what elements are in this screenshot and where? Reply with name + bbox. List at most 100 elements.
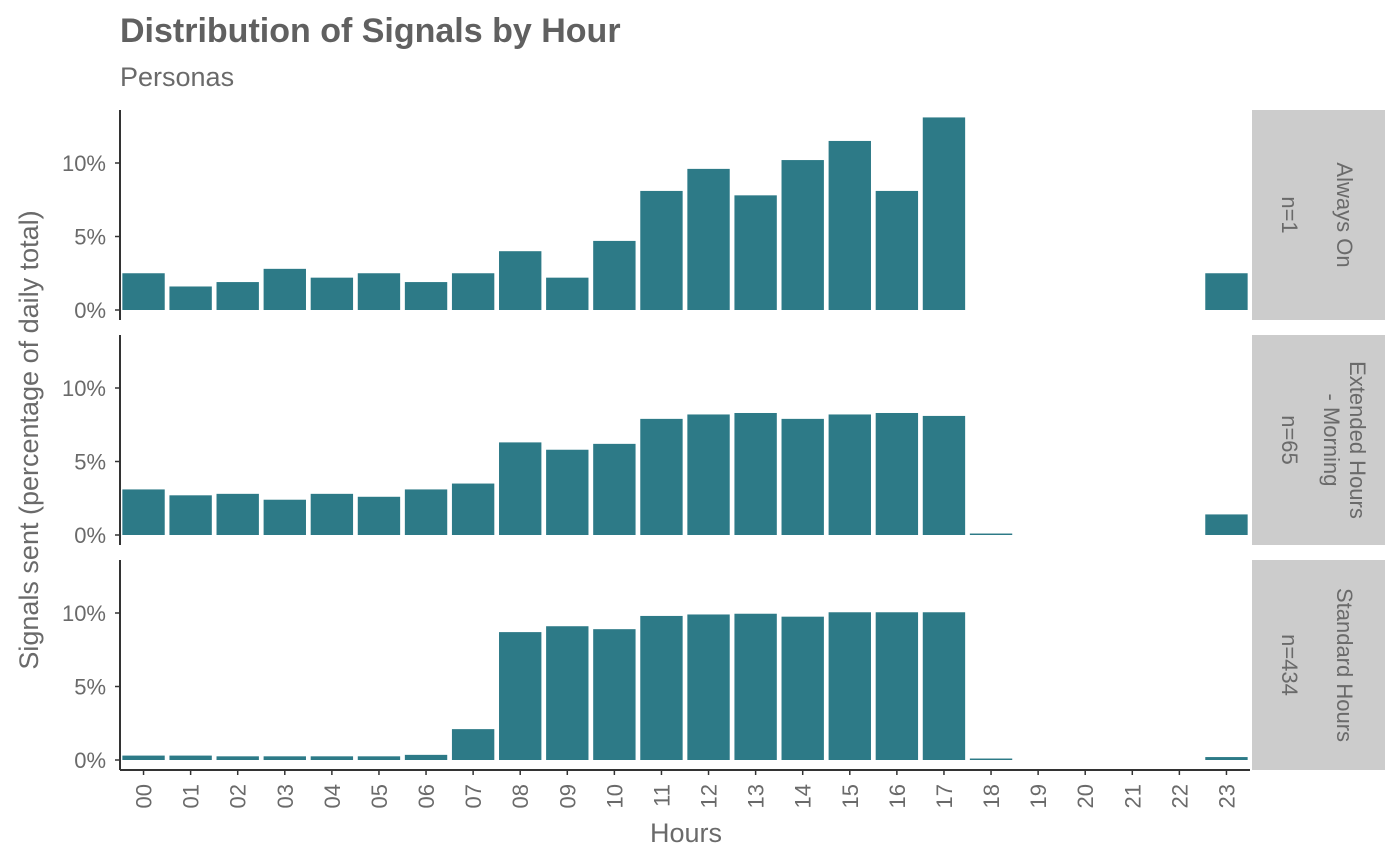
- y-tick-label: 10%: [62, 376, 106, 401]
- x-tick-label: 14: [791, 784, 816, 808]
- x-tick-label: 05: [367, 784, 392, 808]
- bar: [828, 612, 871, 760]
- x-tick-label: 11: [649, 784, 674, 807]
- bar: [169, 495, 212, 535]
- bar: [781, 616, 824, 760]
- bar: [357, 273, 401, 310]
- bar: [593, 240, 636, 310]
- y-axis-title: Signals sent (percentage of daily total): [14, 210, 44, 669]
- x-tick-label: 12: [697, 784, 722, 808]
- bar: [875, 412, 919, 535]
- bar: [499, 442, 542, 535]
- x-tick-label: 16: [885, 784, 910, 808]
- y-tick-label: 5%: [74, 225, 106, 250]
- bar: [734, 613, 777, 760]
- x-tick-label: 07: [461, 784, 486, 808]
- facet-strip: [1252, 560, 1385, 770]
- x-tick-label: 10: [602, 784, 627, 808]
- bar: [122, 273, 165, 310]
- panels: 0% 5% 10% Always On n=1 0% 5% 10% Extended Hours…: [62, 110, 1385, 808]
- bar: [969, 533, 1013, 535]
- bar: [404, 754, 448, 760]
- panel-1: 0% 5% 10% Always On n=1: [62, 110, 1385, 323]
- bar: [310, 277, 354, 310]
- x-tick-label: 06: [414, 784, 439, 808]
- bar: [687, 414, 730, 535]
- bar: [263, 268, 306, 310]
- bar: [263, 499, 306, 535]
- x-tick-label: 21: [1120, 784, 1145, 808]
- y-tick-label: 0%: [74, 748, 106, 773]
- bar: [781, 418, 824, 535]
- bar: [263, 756, 306, 760]
- y-tick-label: 10%: [62, 601, 106, 626]
- bar: [122, 489, 165, 535]
- bar: [499, 632, 542, 760]
- bar: [451, 729, 495, 760]
- x-tick-label: 23: [1214, 784, 1239, 808]
- bar: [169, 755, 212, 760]
- bar: [169, 286, 212, 310]
- bar: [875, 612, 919, 760]
- x-tick-label: 01: [179, 784, 204, 808]
- bar: [357, 756, 401, 760]
- x-tick-label: 17: [932, 784, 957, 808]
- bar: [216, 756, 259, 760]
- bar: [499, 251, 542, 310]
- bar: [1205, 514, 1248, 535]
- bar: [404, 282, 448, 310]
- y-tick-label: 10%: [62, 151, 106, 176]
- bar: [593, 629, 636, 760]
- facet-strip-label: Extended Hours: [1345, 361, 1370, 519]
- facet-strip: [1252, 335, 1385, 545]
- bar: [451, 273, 495, 310]
- bar: [922, 415, 966, 535]
- x-tick-label: 02: [226, 784, 251, 808]
- bar: [687, 168, 730, 310]
- bar: [310, 493, 354, 535]
- bar: [687, 614, 730, 760]
- bar: [122, 755, 165, 760]
- bar: [781, 160, 824, 310]
- bar: [875, 190, 919, 310]
- x-tick-label: 09: [555, 784, 580, 808]
- x-axis-title: Hours: [650, 818, 722, 848]
- bar: [357, 496, 401, 535]
- facet-strip-label: Always On: [1332, 162, 1357, 267]
- y-tick-label: 0%: [74, 298, 106, 323]
- bar: [734, 195, 777, 310]
- x-tick-label: 20: [1073, 784, 1098, 808]
- bar: [828, 414, 871, 535]
- bar: [640, 615, 683, 760]
- facet-strip-count: n=434: [1277, 634, 1302, 696]
- chart-title: Distribution of Signals by Hour: [120, 12, 621, 50]
- bar: [640, 190, 683, 310]
- bar: [640, 418, 683, 535]
- x-tick-label: 08: [508, 784, 533, 808]
- bar: [546, 449, 589, 535]
- panel-2: 0% 5% 10% Extended Hours- Morning n=65: [62, 335, 1385, 548]
- bar: [1205, 757, 1248, 760]
- y-tick-label: 0%: [74, 523, 106, 548]
- facet-strip-count: n=1: [1277, 196, 1302, 233]
- y-tick-label: 5%: [74, 450, 106, 475]
- x-tick-label: 03: [273, 784, 298, 808]
- x-tick-label: 04: [320, 784, 345, 808]
- bar: [310, 756, 354, 760]
- bar: [969, 758, 1013, 760]
- bar: [593, 443, 636, 535]
- bar: [546, 277, 589, 310]
- facet-strip-label: - Morning: [1319, 394, 1344, 487]
- y-tick-label: 5%: [74, 675, 106, 700]
- facet-strip-label: Standard Hours: [1332, 588, 1357, 742]
- bar: [216, 493, 259, 535]
- chart-subtitle: Personas: [120, 62, 234, 92]
- panel-3: 0% 5% 10% Standard Hours n=434 00 01 02 03 04 05 06…: [62, 560, 1385, 808]
- bar: [404, 489, 448, 535]
- x-tick-label: 18: [979, 784, 1004, 808]
- bar: [922, 117, 966, 311]
- x-tick-label: 15: [838, 784, 863, 808]
- bar: [1205, 273, 1248, 310]
